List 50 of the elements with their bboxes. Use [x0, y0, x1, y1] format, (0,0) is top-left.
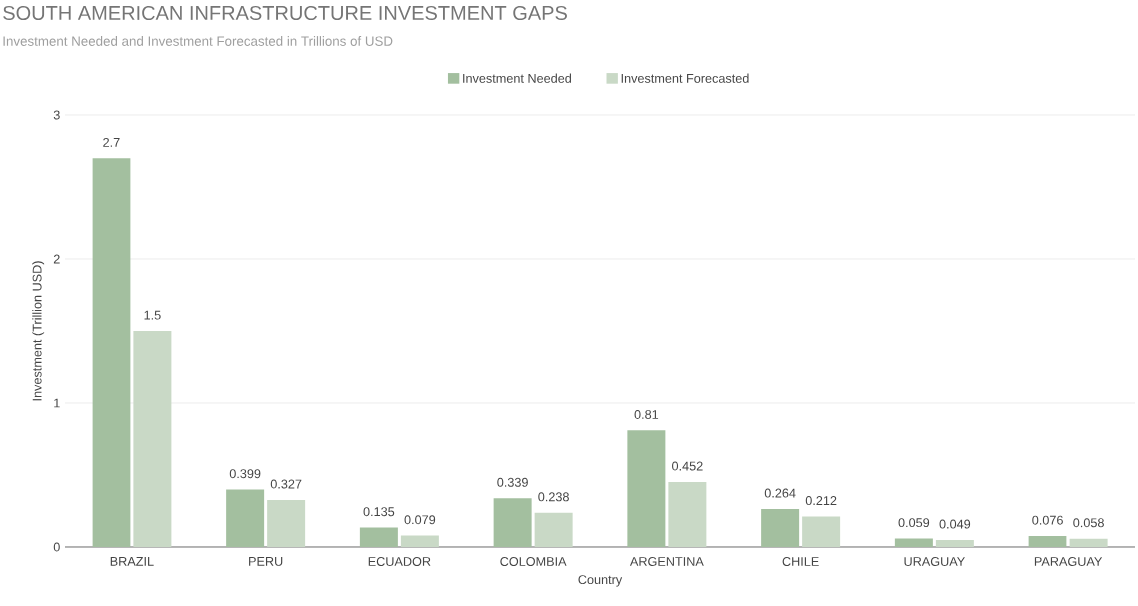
y-tick-label: 2	[53, 254, 60, 264]
x-tick-label: PERU	[249, 557, 283, 566]
data-label: 0.135	[363, 507, 395, 517]
bar	[400, 535, 439, 547]
y-tick-label: 3	[53, 110, 60, 120]
x-tick-label: ECUADOR	[368, 557, 431, 566]
chart-title: SOUTH AMERICAN INFRASTRUCTURE INVESTMENT GAPS	[3, 5, 567, 21]
y-axis-title: Investment (Trillion USD)	[32, 261, 45, 401]
data-label: 1.5	[144, 310, 161, 320]
bar	[534, 512, 573, 547]
bar	[267, 499, 306, 547]
data-label: 0.076	[1032, 515, 1063, 525]
bar	[627, 430, 666, 547]
data-label: 0.452	[672, 461, 703, 471]
chart-subtitle: Investment Needed and Investment Forecasted in Trillions of USD	[3, 36, 393, 46]
bar	[226, 489, 265, 547]
x-tick-label: URAGUAY	[904, 557, 965, 566]
data-label: 0.339	[497, 477, 528, 487]
data-label: 0.049	[939, 519, 971, 529]
data-label: 0.264	[764, 488, 796, 498]
y-tick-label: 1	[54, 398, 60, 408]
data-label: 0.059	[898, 518, 930, 528]
legend-label: Investment Forecasted	[621, 73, 749, 83]
bar	[1069, 538, 1108, 547]
bar	[761, 508, 800, 547]
bar	[1028, 536, 1067, 547]
x-tick-label: PARAGUAY	[1034, 557, 1103, 566]
data-label: 0.81	[634, 410, 659, 419]
bar	[359, 527, 398, 547]
bar	[894, 538, 933, 547]
bar	[133, 330, 172, 547]
bar	[802, 516, 841, 547]
x-axis-title: Country	[578, 575, 623, 587]
data-label: 0.212	[805, 496, 837, 506]
y-tick-label: 0	[53, 542, 60, 552]
data-label: 2.7	[103, 137, 120, 147]
x-tick-label: CHILE	[782, 557, 819, 566]
data-label: 0.327	[270, 479, 302, 489]
x-tick-label: COLOMBIA	[500, 557, 567, 566]
data-label: 0.238	[538, 492, 569, 502]
data-label: 0.399	[229, 469, 261, 479]
x-tick-label: ARGENTINA	[629, 557, 704, 566]
legend-label: Investment Needed	[463, 73, 571, 83]
bar	[668, 481, 707, 547]
data-label: 0.058	[1073, 518, 1104, 528]
bar	[92, 158, 131, 547]
x-tick-label: BRAZIL	[110, 557, 154, 566]
data-label: 0.079	[404, 515, 436, 525]
bar	[493, 498, 532, 547]
bar	[935, 539, 974, 547]
